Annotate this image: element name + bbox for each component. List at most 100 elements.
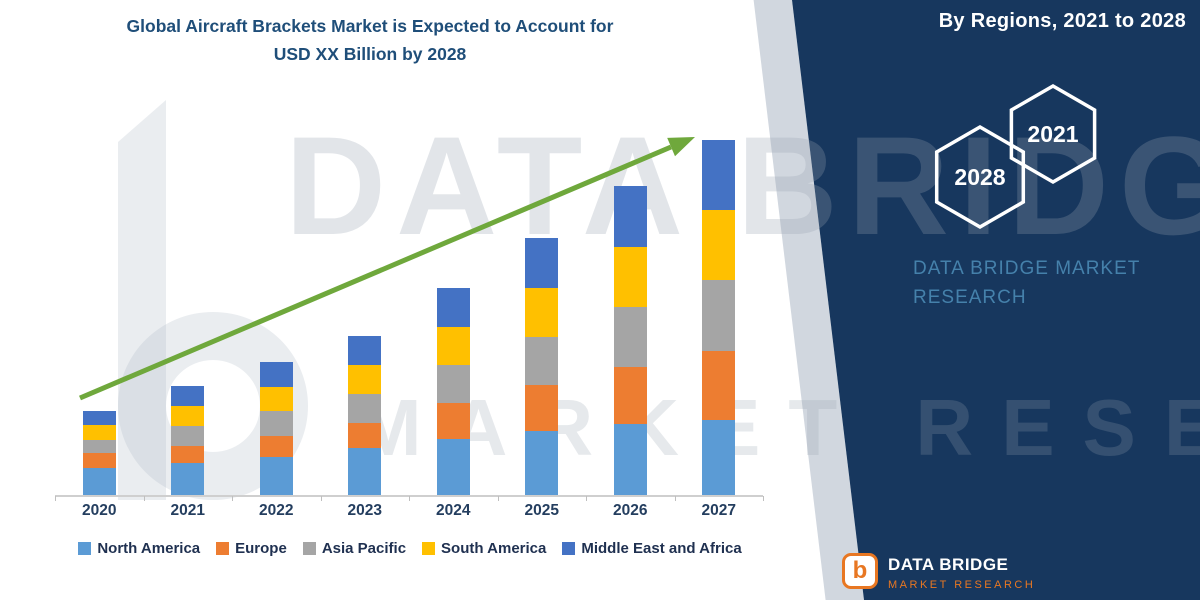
legend-swatch-middle-east-and-africa [562, 542, 576, 555]
bar-segment-north-america-2022 [259, 457, 293, 495]
legend-item-middle-east-and-africa: Middle East and Africa [562, 540, 742, 557]
x-axis-labels: 2020 2021 2022 2023 2024 2025 2026 2027 [55, 502, 763, 520]
bar-segment-middle-east-and-africa-2027 [702, 140, 736, 211]
bar-segment-north-america-2023 [348, 448, 382, 495]
chart-title-line1: Global Aircraft Brackets Market is Expec… [126, 16, 614, 36]
chart-title: Global Aircraft Brackets Market is Expec… [40, 12, 700, 68]
bar-segment-middle-east-and-africa-2023 [348, 336, 382, 366]
legend-item-asia-pacific: Asia Pacific [302, 540, 407, 557]
x-axis-label-2026: 2026 [613, 502, 648, 519]
bar-2024 [436, 288, 470, 495]
legend-label-middle-east-and-africa: Middle East and Africa [581, 540, 742, 557]
bar-segment-asia-pacific-2022 [259, 411, 293, 436]
bar-segment-north-america-2025 [525, 430, 559, 495]
bar-segment-asia-pacific-2023 [348, 394, 382, 423]
bar-segment-europe-2026 [613, 366, 647, 424]
data-bridge-logo-icon: b [842, 553, 878, 589]
bar-segment-asia-pacific-2024 [436, 365, 470, 404]
axis-tick [409, 496, 410, 501]
bar-segment-south-america-2023 [348, 365, 382, 395]
x-axis-label-2025: 2025 [524, 502, 559, 519]
chart-title-line2: USD XX Billion by 2028 [273, 44, 467, 64]
bar-segment-north-america-2026 [613, 423, 647, 495]
axis-tick [232, 496, 233, 501]
bar-2021 [171, 385, 205, 495]
bar-column-2026 [586, 118, 675, 495]
bar-segment-south-america-2020 [82, 424, 116, 440]
bar-segment-middle-east-and-africa-2021 [171, 385, 205, 406]
bar-segment-south-america-2026 [613, 246, 647, 307]
panel-heading: By Regions, 2021 to 2028 [938, 10, 1186, 32]
bar-2022 [259, 362, 293, 495]
bar-column-2025 [498, 118, 587, 495]
legend-swatch-europe [216, 542, 230, 555]
bar-2023 [348, 336, 382, 495]
hexagon-2028-label: 2028 [954, 164, 1005, 190]
axis-tick [497, 496, 499, 501]
bar-2026 [613, 186, 647, 495]
footer-logo: b DATA BRIDGE MARKET RESEARCH [842, 553, 1035, 591]
bar-2020 [82, 410, 116, 495]
brand-text: DATA BRIDGE MARKET RESEARCH [913, 254, 1140, 313]
bar-segment-south-america-2021 [171, 405, 205, 426]
bar-segment-north-america-2021 [171, 463, 205, 495]
x-axis-label-2027: 2027 [701, 502, 736, 519]
bar-segment-europe-2023 [348, 422, 382, 449]
bar-segment-north-america-2027 [702, 420, 736, 495]
bar-segment-europe-2024 [436, 403, 470, 439]
bar-segment-europe-2027 [702, 351, 736, 420]
x-axis-label-2022: 2022 [259, 502, 294, 519]
bar-column-2020 [55, 118, 144, 495]
bar-segment-asia-pacific-2021 [171, 425, 205, 446]
plot-area [55, 118, 763, 497]
bar-segment-north-america-2024 [436, 438, 470, 495]
legend-label-south-america: South America [441, 540, 547, 557]
hexagon-2028 [934, 124, 1026, 230]
x-axis-ticks [55, 496, 764, 501]
footer-logo-name: DATA BRIDGE [888, 555, 1009, 574]
hexagon-2021 [1009, 83, 1097, 185]
bar-segment-south-america-2022 [259, 386, 293, 412]
hexagon-badges: 2028 2021 [934, 83, 1097, 230]
bar-2025 [525, 238, 559, 495]
bar-segment-europe-2021 [171, 445, 205, 464]
axis-tick [320, 496, 322, 501]
x-axis-label-2021: 2021 [170, 502, 205, 519]
legend-item-europe: Europe [216, 540, 287, 557]
axis-tick [55, 496, 56, 501]
legend-swatch-north-america [78, 542, 92, 555]
bar-segment-asia-pacific-2026 [613, 306, 647, 367]
legend-swatch-south-america [422, 542, 436, 555]
bar-segment-asia-pacific-2027 [702, 280, 736, 352]
bar-segment-middle-east-and-africa-2022 [259, 362, 293, 387]
bar-segment-south-america-2025 [525, 287, 559, 337]
bar-column-2022 [232, 118, 321, 495]
legend-item-south-america: South America [422, 540, 546, 557]
bar-segment-south-america-2024 [436, 326, 470, 366]
bar-column-2023 [321, 118, 410, 495]
bar-segment-middle-east-and-africa-2024 [436, 288, 470, 327]
bar-segment-middle-east-and-africa-2020 [82, 410, 116, 425]
bar-segment-middle-east-and-africa-2026 [613, 186, 647, 247]
legend-swatch-asia-pacific [302, 542, 316, 555]
axis-tick [586, 496, 587, 501]
bar-2027 [702, 140, 736, 495]
x-axis-label-2020: 2020 [82, 502, 117, 519]
legend-label-asia-pacific: Asia Pacific [321, 540, 407, 557]
brand-text-line1: DATA BRIDGE MARKET [913, 258, 1141, 279]
axis-tick [674, 496, 676, 501]
brand-text-line2: RESEARCH [913, 287, 1027, 309]
legend-label-north-america: North America [97, 540, 201, 557]
bar-segment-middle-east-and-africa-2025 [525, 238, 559, 288]
legend-item-north-america: North America [78, 540, 200, 557]
bar-column-2027 [675, 118, 764, 495]
bar-column-2021 [144, 118, 233, 495]
chart-legend: North America Europe Asia Pacific South Ame… [40, 540, 780, 557]
footer-logo-sub: MARKET RESEARCH [888, 579, 1036, 591]
bar-segment-europe-2022 [259, 435, 293, 458]
hexagon-2021-label: 2021 [1027, 121, 1078, 147]
bar-column-2024 [409, 118, 498, 495]
bar-segment-europe-2020 [82, 453, 116, 469]
bar-segment-north-america-2020 [82, 468, 116, 495]
